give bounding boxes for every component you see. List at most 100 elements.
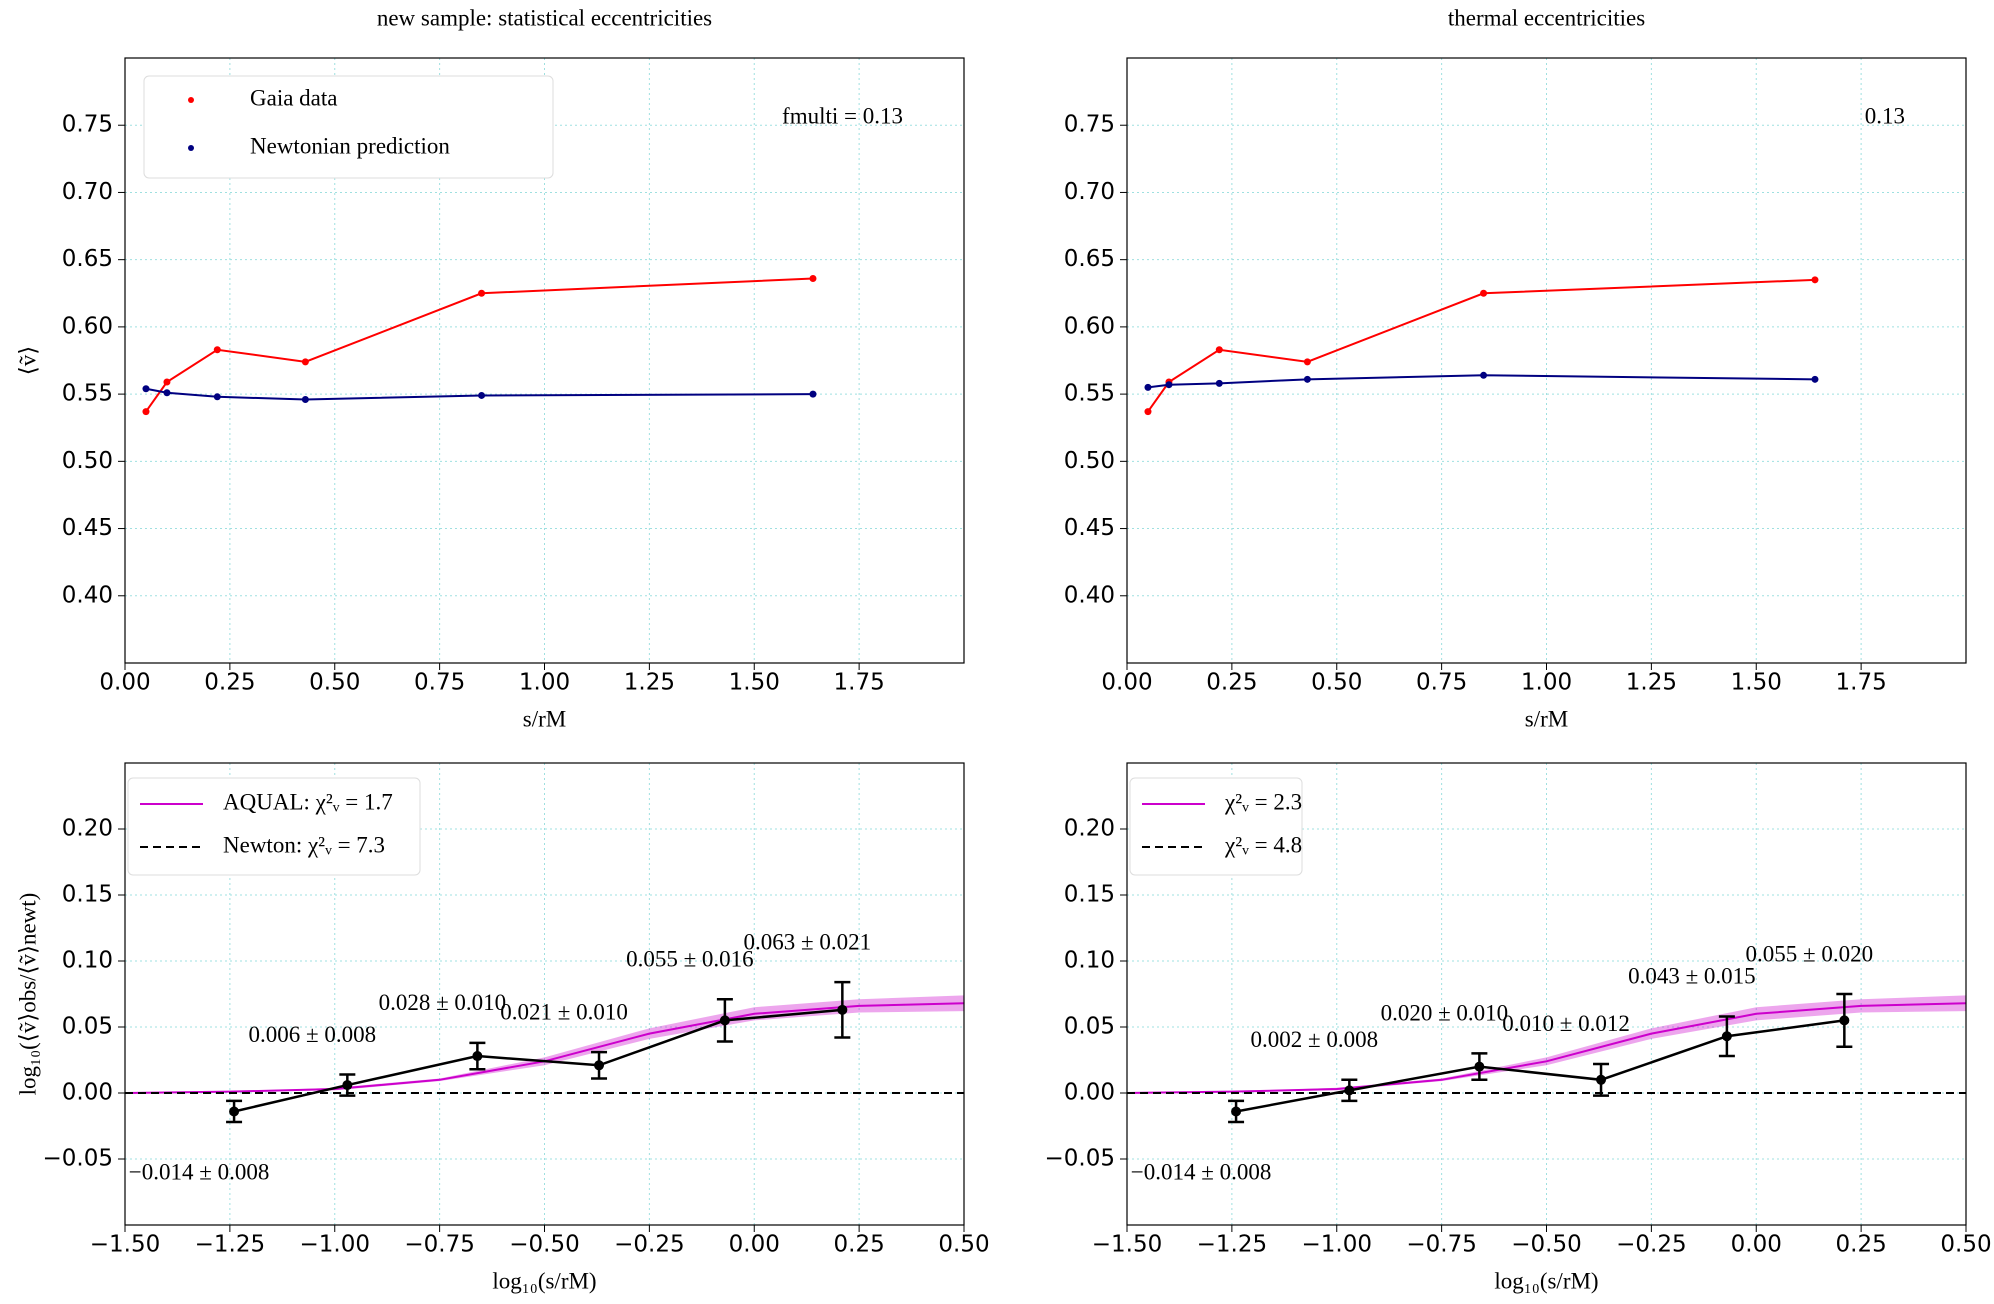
x-tick-label: 0.00 xyxy=(99,670,150,696)
y-tick-label: 0.15 xyxy=(1064,882,1115,908)
value-label: 0.020 ± 0.010 xyxy=(1381,1001,1509,1026)
legend-label: Newtonian prediction xyxy=(250,133,450,158)
chart-title: thermal eccentricities xyxy=(1448,5,1645,30)
y-tick-label: −0.05 xyxy=(1045,1146,1115,1172)
data-point xyxy=(1839,1015,1850,1026)
panel: 0.00 0.25 0.50 0.75 1.00 1.25 1.50 1.75 0.40 0.45… xyxy=(1064,5,1967,731)
x-tick-label: −0.25 xyxy=(1616,1232,1686,1258)
legend-box xyxy=(143,75,554,179)
y-tick-label: 0.75 xyxy=(1064,112,1115,138)
x-tick-label: 0.25 xyxy=(1206,670,1257,696)
data-point xyxy=(1474,1061,1485,1072)
legend-label: χ²ᵥ = 2.3 xyxy=(1224,789,1302,814)
y-tick-label: 0.40 xyxy=(62,582,113,608)
x-tick-label: 0.50 xyxy=(1940,1232,1991,1258)
value-label: 0.028 ± 0.010 xyxy=(379,990,507,1015)
data-line xyxy=(1235,1019,1845,1113)
confidence-band xyxy=(125,995,964,1093)
data-point xyxy=(478,289,486,297)
axes-frame xyxy=(1126,762,1967,1226)
data-point xyxy=(472,1051,483,1062)
series-line xyxy=(145,277,814,413)
y-tick-label: 0.60 xyxy=(62,313,113,339)
y-tick-label: 0.50 xyxy=(62,448,113,474)
chart-title: new sample: statistical eccentricities xyxy=(377,5,712,30)
y-tick-label: −0.05 xyxy=(43,1146,113,1172)
data-point xyxy=(1215,346,1223,354)
data-point xyxy=(1480,371,1488,379)
y-tick-label: 0.45 xyxy=(62,515,113,541)
data-point xyxy=(213,393,221,401)
x-tick-label: 1.50 xyxy=(729,670,780,696)
x-axis-label: s/rM xyxy=(523,706,566,731)
value-label: 0.055 ± 0.016 xyxy=(626,947,754,972)
legend-box xyxy=(127,777,421,876)
data-point xyxy=(1303,358,1311,366)
series-line xyxy=(145,387,813,401)
y-tick-label: 0.45 xyxy=(1064,515,1115,541)
x-tick-label: 0.25 xyxy=(1836,1232,1887,1258)
value-label: 0.055 ± 0.020 xyxy=(1746,941,1874,966)
data-point xyxy=(1165,381,1173,389)
y-tick-label: 0.65 xyxy=(62,246,113,272)
legend-label: χ²ᵥ = 4.8 xyxy=(1224,832,1302,857)
y-tick-label: 0.55 xyxy=(62,381,113,407)
x-tick-label: 0.75 xyxy=(414,670,465,696)
x-tick-label: −0.50 xyxy=(509,1232,579,1258)
value-label: −0.014 ± 0.008 xyxy=(1131,1159,1272,1184)
panel: 0.00 0.25 0.50 0.75 1.00 1.25 1.50 1.75 0.40 0.45… xyxy=(15,5,965,731)
data-point xyxy=(1303,375,1311,383)
x-tick-label: 1.25 xyxy=(624,670,675,696)
data-point xyxy=(163,378,171,386)
y-tick-label: 0.70 xyxy=(62,179,113,205)
data-point xyxy=(163,389,171,397)
x-tick-label: 0.00 xyxy=(1101,670,1152,696)
data-line xyxy=(233,1008,843,1113)
axes-frame xyxy=(124,57,965,664)
data-point xyxy=(594,1060,605,1071)
value-label: 0.002 ± 0.008 xyxy=(1251,1027,1379,1052)
x-tick-label: −1.25 xyxy=(1197,1232,1267,1258)
x-tick-label: 1.25 xyxy=(1626,670,1677,696)
x-axis-label: log₁₀(s/rM) xyxy=(492,1268,596,1293)
x-tick-label: 1.00 xyxy=(519,670,570,696)
x-axis-label: s/rM xyxy=(1525,706,1568,731)
legend-box xyxy=(1129,777,1303,876)
y-tick-label: 0.10 xyxy=(1064,948,1115,974)
data-point xyxy=(301,395,309,403)
value-label: 0.006 ± 0.008 xyxy=(249,1022,377,1047)
x-tick-label: −0.50 xyxy=(1511,1232,1581,1258)
x-tick-label: 0.00 xyxy=(1731,1232,1782,1258)
data-point xyxy=(809,390,817,398)
data-point xyxy=(229,1106,240,1117)
value-label: 0.010 ± 0.012 xyxy=(1502,1011,1630,1036)
x-axis-label: log₁₀(s/rM) xyxy=(1494,1268,1598,1293)
y-tick-label: 0.70 xyxy=(1064,179,1115,205)
data-point xyxy=(1721,1031,1732,1042)
y-tick-label: 0.20 xyxy=(62,816,113,842)
data-point xyxy=(1215,379,1223,387)
data-point xyxy=(809,274,817,282)
annotation: 0.13 xyxy=(1865,103,1905,128)
legend-marker xyxy=(188,97,194,103)
x-tick-label: 1.00 xyxy=(1521,670,1572,696)
y-tick-label: 0.10 xyxy=(62,948,113,974)
x-tick-label: 0.50 xyxy=(1311,670,1362,696)
data-point xyxy=(478,391,486,399)
series-line xyxy=(1147,278,1816,413)
data-point xyxy=(301,358,309,366)
value-label: 0.063 ± 0.021 xyxy=(744,929,872,954)
series-line xyxy=(1126,1002,1967,1094)
y-tick-label: 0.05 xyxy=(62,1014,113,1040)
data-point xyxy=(213,346,221,354)
x-tick-label: 0.25 xyxy=(204,670,255,696)
legend-label: Gaia data xyxy=(250,85,337,110)
x-tick-label: 0.50 xyxy=(309,670,360,696)
axes-frame xyxy=(124,762,965,1226)
x-tick-label: 0.25 xyxy=(834,1232,885,1258)
axes-frame xyxy=(1126,57,1967,664)
y-tick-label: 0.15 xyxy=(62,882,113,908)
y-tick-label: 0.00 xyxy=(1064,1080,1115,1106)
data-point xyxy=(719,1015,730,1026)
annotation: fmulti = 0.13 xyxy=(782,103,903,128)
